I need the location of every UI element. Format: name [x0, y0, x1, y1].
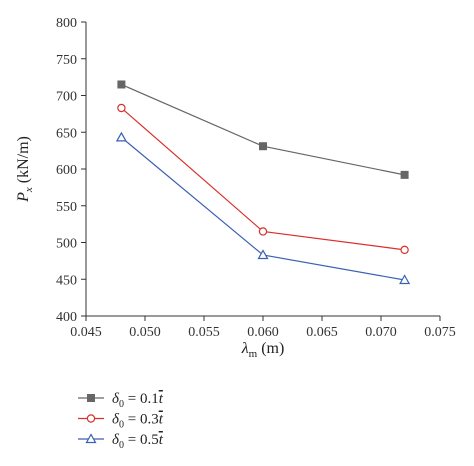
- series-layer: [115, 80, 411, 285]
- y-tick-label: 600: [56, 163, 77, 178]
- legend-marker: [85, 433, 97, 444]
- data-point: [117, 80, 126, 89]
- series-1: [117, 80, 409, 179]
- legend-label: δ0 = 0.5t: [112, 432, 164, 451]
- data-point: [400, 170, 409, 179]
- data-point: [400, 245, 409, 255]
- data-point: [259, 142, 267, 151]
- x-tick-label: 0.075: [424, 325, 456, 340]
- legend-item: δ0 = 0.5t: [78, 432, 164, 451]
- data-point: [117, 103, 126, 113]
- x-tick-label: 0.050: [129, 325, 161, 340]
- legend-label: δ0 = 0.1t: [112, 391, 164, 410]
- legend-marker: [86, 414, 96, 423]
- series-2: [117, 103, 409, 255]
- x-tick-label: 0.045: [70, 325, 102, 340]
- series-line: [121, 83, 405, 176]
- y-tick-label: 650: [56, 126, 77, 141]
- y-tick-label: 550: [56, 200, 77, 215]
- legend-item: δ0 = 0.1t: [78, 391, 164, 410]
- y-tick-label: 750: [56, 53, 77, 68]
- y-axis-title: Px (kN/m): [15, 136, 35, 203]
- data-point: [399, 274, 411, 285]
- axes: 400 450 500 550 600 650 700 750 800 0.045 0.050 0.0…: [15, 16, 456, 360]
- legend-label: δ0 = 0.3t: [112, 412, 164, 431]
- data-point: [115, 131, 127, 142]
- x-axis-title: λm (m): [241, 340, 285, 360]
- x-tick-label: 0.070: [365, 325, 397, 340]
- x-tick-label: 0.060: [247, 325, 279, 340]
- legend-item: δ0 = 0.3t: [78, 412, 164, 431]
- y-tick-label: 800: [56, 16, 77, 31]
- data-point: [258, 227, 268, 236]
- y-tick-label: 500: [56, 237, 77, 252]
- y-tick-label: 400: [56, 310, 77, 325]
- series-3: [115, 131, 411, 285]
- y-tick-label: 700: [56, 90, 77, 105]
- y-tick-label: 450: [56, 273, 77, 288]
- legend-marker: [87, 394, 95, 402]
- data-point: [257, 249, 269, 260]
- x-tick-label: 0.055: [188, 325, 220, 340]
- x-tick-label: 0.065: [306, 325, 338, 340]
